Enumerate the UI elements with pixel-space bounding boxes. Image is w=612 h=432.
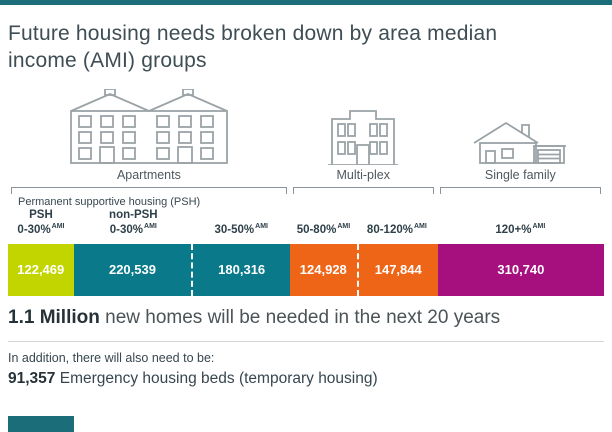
title-line-1: Future housing needs broken down by area… [8, 22, 498, 45]
building-names-row: Apartments Multi-plex Single family [8, 168, 604, 182]
logo-partial [8, 416, 74, 432]
bracket-line [11, 186, 287, 194]
segment-value: 122,469 [17, 262, 65, 278]
group-label-single-family: Single family [484, 167, 556, 182]
group-brackets-row [8, 186, 604, 195]
column-label-120-plus: 120+%AMI [437, 210, 604, 238]
bar-segment-120-plus: 310,740 [437, 243, 604, 296]
column-label-range: 80-120%AMI [367, 223, 427, 238]
bracket-line [292, 186, 434, 194]
range-text: 0-30% [17, 223, 51, 236]
headline-total-number: 1.1 Million [8, 306, 100, 328]
ami-superscript: AMI [144, 223, 157, 231]
addendum-text: Emergency housing beds (temporary housin… [55, 369, 378, 387]
range-text: 50-80% [296, 223, 337, 236]
column-label-80-120: 80-120%AMI [357, 210, 437, 238]
segment-value: 147,844 [374, 262, 422, 278]
column-label-30-50: 30-50%AMI [193, 210, 290, 238]
apartments-illustration-icon [69, 88, 228, 164]
segment-value: 220,539 [108, 262, 156, 278]
group-label-multiplex: Multi-plex [336, 167, 390, 182]
column-label-psh-0-30: PSH 0-30%AMI [8, 209, 74, 238]
headline-total-text: new homes will be needed in the next 20 … [99, 306, 501, 328]
segment-value: 180,316 [218, 262, 266, 278]
housing-needs-bar: 122,469 220,539 180,316 124,928 147,844 … [8, 243, 604, 296]
apartments-illustration-cell [8, 88, 290, 165]
headline-total: 1.1 Million new homes will be needed in … [8, 307, 604, 329]
ami-superscript: AMI [51, 223, 65, 231]
column-label-range: 30-50%AMI [215, 223, 268, 238]
bracket-single-family [437, 186, 604, 195]
column-label-top: non-PSH [109, 209, 158, 222]
column-label-range: 120+%AMI [495, 223, 545, 238]
column-label-range: 50-80%AMI [297, 223, 350, 238]
range-text: 80-120% [366, 223, 413, 236]
column-label-top: PSH [29, 209, 53, 222]
bar-segment-nonpsh-0-30: 220,539 [73, 243, 194, 296]
single-family-illustration-icon [473, 121, 567, 164]
column-label-nonpsh-0-30: non-PSH 0-30%AMI [74, 209, 193, 238]
ami-column-labels-row: PSH 0-30%AMI non-PSH 0-30%AMI 30-50%AMI … [8, 209, 604, 238]
addendum-emergency-beds: 91,357 Emergency housing beds (temporary… [8, 370, 604, 388]
bar-segment-80-120: 147,844 [358, 243, 438, 296]
single-family-illustration-cell [437, 117, 604, 165]
page-title: Future housing needs broken down by area… [8, 21, 604, 75]
group-label-apartments: Apartments [116, 167, 181, 182]
multiplex-illustration-icon [328, 109, 399, 165]
psh-note: Permanent supportive housing (PSH) [18, 195, 201, 208]
multiplex-illustration-cell [290, 103, 437, 165]
ami-superscript: AMI [532, 223, 546, 231]
ami-superscript: AMI [413, 223, 427, 231]
range-text: 120+% [495, 223, 532, 236]
bracket-apartments [8, 186, 290, 195]
psh-note-row: Permanent supportive housing (PSH) [8, 195, 604, 209]
column-label-range: 0-30%AMI [110, 223, 157, 238]
title-line-2: income (AMI) groups [8, 48, 207, 72]
bar-segment-50-80: 124,928 [289, 243, 359, 296]
column-label-range: 0-30%AMI [17, 223, 64, 238]
divider-line [8, 340, 604, 342]
range-text: 0-30% [109, 223, 144, 236]
content: Future housing needs broken down by area… [0, 21, 612, 388]
bar-segment-psh-0-30: 122,469 [8, 243, 74, 296]
ami-superscript: AMI [337, 223, 351, 231]
ami-superscript: AMI [255, 223, 268, 231]
segment-value: 124,928 [299, 262, 347, 278]
building-illustrations-row [8, 87, 604, 165]
bracket-line [439, 186, 601, 194]
column-label-50-80: 50-80%AMI [290, 210, 357, 238]
segment-value: 310,740 [497, 262, 545, 278]
addendum-intro: In addition, there will also need to be: [8, 350, 215, 365]
bracket-multiplex [290, 186, 437, 195]
range-text: 30-50% [214, 223, 255, 236]
bar-segment-30-50: 180,316 [193, 243, 290, 296]
addendum-number: 91,357 [8, 369, 56, 387]
top-accent-bar [0, 0, 612, 5]
